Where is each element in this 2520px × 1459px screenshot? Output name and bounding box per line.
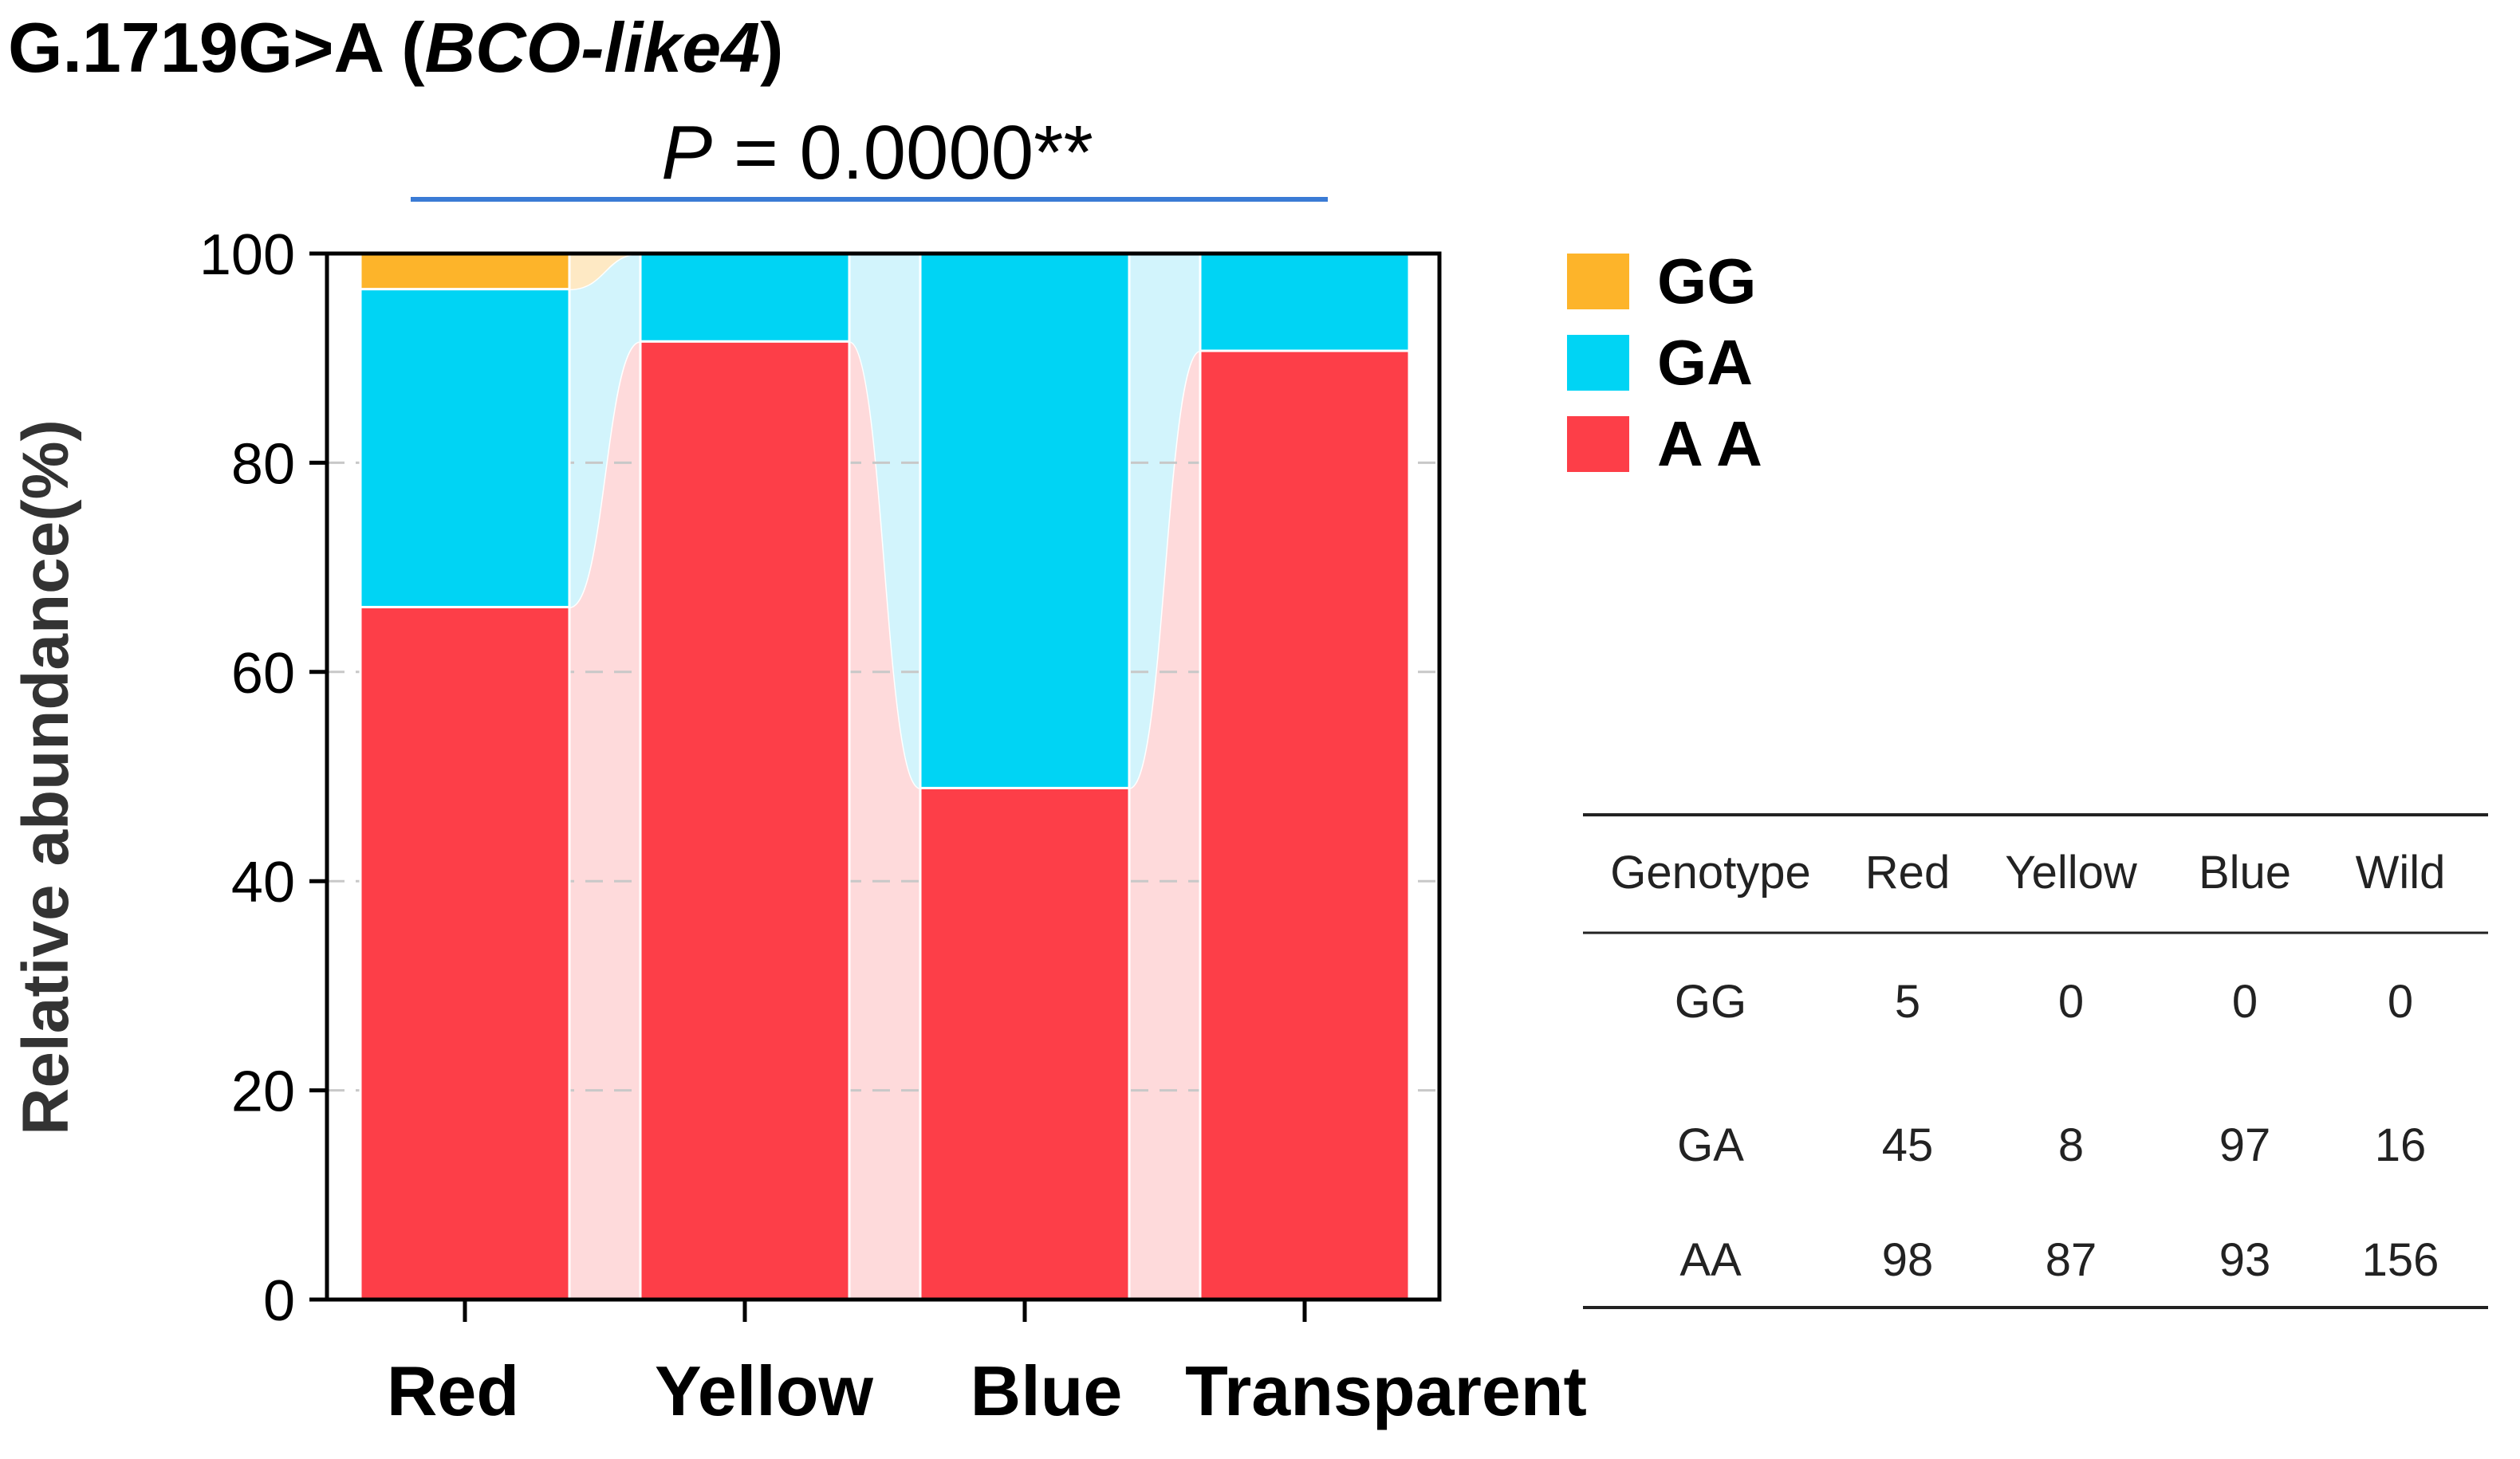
- y-axis-label: Relative abundance(%): [10, 419, 82, 1135]
- legend-label-ga: GA: [1657, 327, 1753, 398]
- table-cell-aa-red: 98: [1882, 1234, 1934, 1286]
- table-cell-gg-wild: 0: [2388, 976, 2413, 1028]
- table-header-yellow: Yellow: [2005, 847, 2138, 899]
- legend-label-aa: A A: [1657, 408, 1762, 479]
- chart-title: G.1719G>A (BCO-like4): [8, 8, 783, 87]
- y-tick-label-100: 100: [199, 223, 295, 287]
- title-suffix: ): [760, 8, 783, 87]
- table-cell-ga-genotype: GA: [1677, 1119, 1744, 1171]
- axes: 0 20 40 60 80 100 Red Yellow Blue Transparent: [199, 223, 1587, 1430]
- band-gg-0: [569, 254, 640, 289]
- table-header-wild: Wild: [2356, 847, 2446, 899]
- bar-red-ga: [359, 288, 571, 608]
- table-cell-ga-red: 45: [1882, 1119, 1934, 1171]
- title-gene: BCO-like4: [425, 8, 761, 87]
- bar-yellow-ga: [639, 252, 851, 343]
- table-cell-ga-wild: 16: [2375, 1119, 2427, 1171]
- table-cell-ga-blue: 97: [2219, 1119, 2271, 1171]
- band-aa-2: [1129, 351, 1200, 1300]
- genotype-table: Genotype Red Yellow Blue Wild GG 5 0 0 0 GA 45 8 97 16…: [1583, 813, 2488, 1309]
- table-cell-aa-wild: 156: [2362, 1234, 2439, 1286]
- legend-swatch-aa: [1567, 416, 1629, 472]
- plot-frame: [325, 251, 1442, 1302]
- table-header-red: Red: [1865, 847, 1950, 899]
- p-rest: = 0.0000**: [712, 110, 1093, 195]
- bar-blue-ga: [919, 252, 1131, 789]
- band-ga-2: [1129, 254, 1200, 788]
- y-tick-label-60: 60: [231, 642, 295, 706]
- connector-bands: [569, 252, 1201, 1300]
- table-header-blue: Blue: [2199, 847, 2291, 899]
- bar-red-aa: [359, 605, 571, 1301]
- table-cell-gg-blue: 0: [2232, 976, 2258, 1028]
- table-cell-aa-yellow: 87: [2046, 1234, 2097, 1286]
- table-cell-gg-yellow: 0: [2058, 976, 2084, 1028]
- band-ga-1: [849, 254, 920, 788]
- legend-label-gg: GG: [1657, 246, 1756, 317]
- y-tick-label-80: 80: [231, 432, 295, 496]
- table-cell-gg-red: 5: [1895, 976, 1920, 1028]
- band-ga-0: [569, 254, 640, 608]
- bar-yellow-aa: [639, 340, 851, 1301]
- y-tick-label-40: 40: [231, 851, 295, 914]
- table-cell-ga-yellow: 8: [2058, 1119, 2084, 1171]
- band-aa-1: [849, 341, 920, 1300]
- x-label-yellow: Yellow: [655, 1351, 873, 1430]
- bar-transparent-aa: [1199, 349, 1411, 1301]
- legend-swatch-gg: [1567, 254, 1629, 309]
- legend: GG GA A A: [1567, 246, 1762, 479]
- bars: [359, 252, 1411, 1301]
- table-cell-aa-blue: 93: [2219, 1234, 2271, 1286]
- title-prefix: G.1719G>A (: [8, 8, 425, 87]
- table-cell-gg-genotype: GG: [1675, 976, 1746, 1028]
- p-symbol: P: [661, 110, 712, 195]
- table-header-genotype: Genotype: [1610, 847, 1811, 899]
- table-cell-aa-genotype: AA: [1679, 1234, 1742, 1286]
- x-label-blue: Blue: [971, 1351, 1123, 1430]
- y-tick-label-20: 20: [231, 1060, 295, 1124]
- bar-red-gg: [359, 252, 571, 291]
- bar-blue-aa: [919, 786, 1131, 1301]
- legend-swatch-ga: [1567, 335, 1629, 391]
- x-label-red: Red: [387, 1351, 519, 1430]
- bar-transparent-ga: [1199, 252, 1411, 352]
- p-value-label: P = 0.0000**: [661, 110, 1093, 195]
- y-tick-label-0: 0: [263, 1269, 295, 1333]
- x-label-transparent: Transparent: [1185, 1351, 1587, 1430]
